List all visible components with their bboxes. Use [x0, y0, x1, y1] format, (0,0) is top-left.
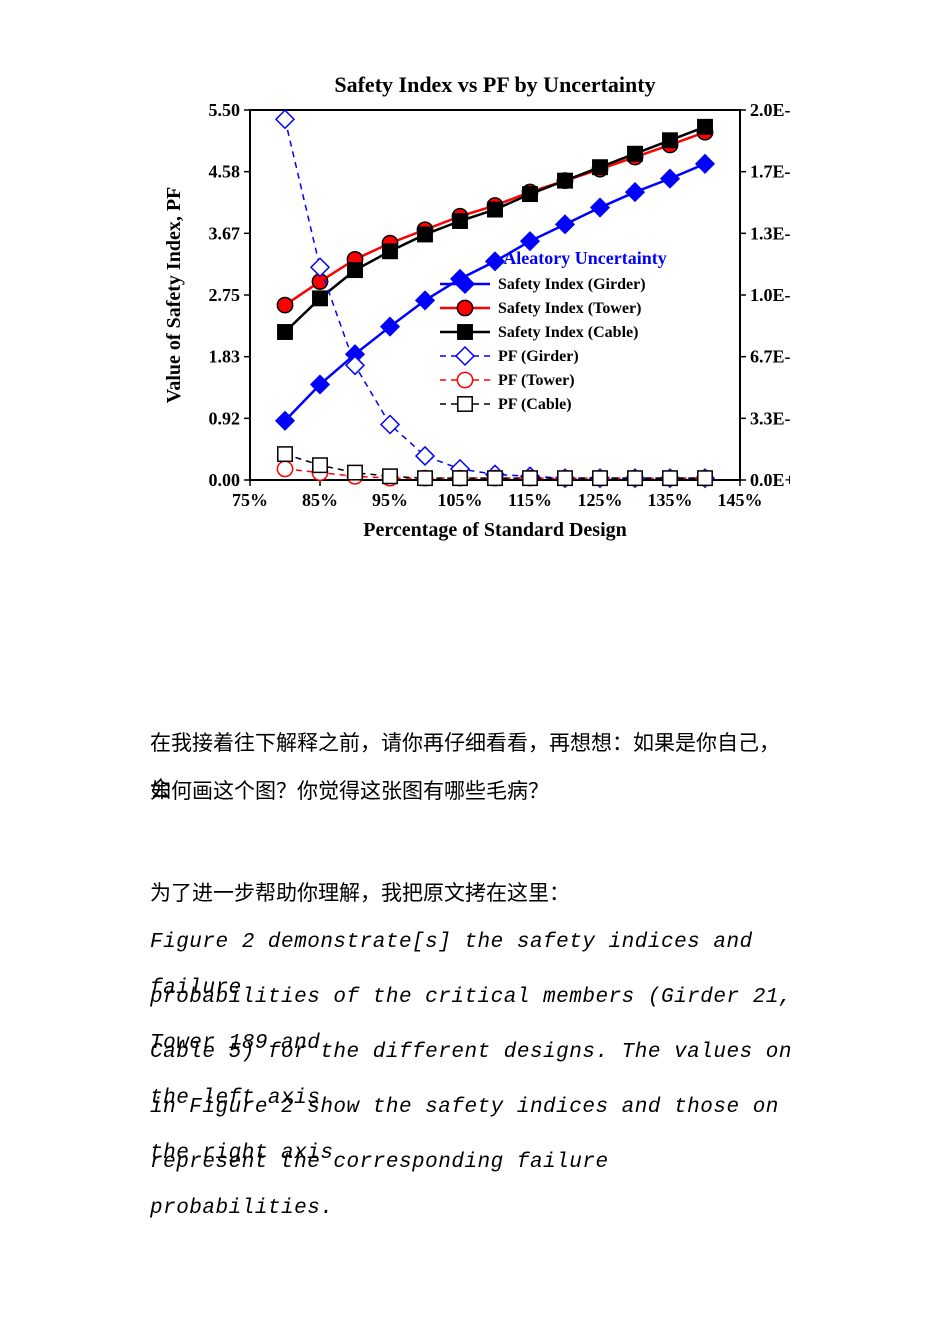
svg-text:PF (Tower): PF (Tower): [498, 372, 575, 389]
svg-text:1.7E-1: 1.7E-1: [750, 162, 790, 182]
svg-text:PF (Girder): PF (Girder): [498, 348, 579, 365]
svg-text:Percentage of Standard Design: Percentage of Standard Design: [363, 519, 627, 541]
page: { "chart": { "type": "line-dual-axis", "…: [0, 0, 945, 1337]
svg-text:105%: 105%: [438, 490, 483, 510]
svg-text:6.7E-2: 6.7E-2: [750, 347, 790, 367]
svg-text:115%: 115%: [508, 490, 552, 510]
svg-text:85%: 85%: [302, 490, 338, 510]
svg-text:0.92: 0.92: [209, 408, 241, 428]
paragraph-1-line-2: 如何画这个图？你觉得这张图有哪些毛病？: [150, 768, 800, 814]
svg-text:0.00: 0.00: [209, 470, 241, 490]
svg-text:Safety Index vs PF by Uncertai: Safety Index vs PF by Uncertainty: [334, 72, 655, 97]
svg-text:PF (Cable): PF (Cable): [498, 396, 572, 413]
svg-text:5.50: 5.50: [209, 100, 241, 120]
svg-text:Aleatory Uncertainty: Aleatory Uncertainty: [503, 248, 666, 268]
paragraph-2: 为了进一步帮助你理解，我把原文拷在这里：: [150, 870, 800, 916]
svg-text:145%: 145%: [718, 490, 763, 510]
svg-text:3.67: 3.67: [209, 223, 241, 243]
svg-text:1.83: 1.83: [209, 347, 241, 367]
svg-text:Safety Index (Cable): Safety Index (Cable): [498, 324, 638, 341]
quote-line-5: represent the corresponding failure prob…: [150, 1140, 800, 1232]
svg-text:1.0E-1: 1.0E-1: [750, 285, 790, 305]
svg-text:125%: 125%: [578, 490, 623, 510]
safety-index-chart: Safety Index vs PF by Uncertainty 0.00 0.9…: [150, 60, 790, 560]
svg-text:4.58: 4.58: [209, 162, 241, 182]
svg-text:Safety Index (Girder): Safety Index (Girder): [498, 276, 646, 293]
svg-text:1.3E-1: 1.3E-1: [750, 223, 790, 243]
svg-text:2.75: 2.75: [209, 285, 241, 305]
svg-text:2.0E-1: 2.0E-1: [750, 100, 790, 120]
svg-text:135%: 135%: [648, 490, 693, 510]
svg-text:3.3E-2: 3.3E-2: [750, 408, 790, 428]
svg-text:Value of Safety Index, PF: Value of Safety Index, PF: [163, 187, 185, 403]
svg-text:Safety Index (Tower): Safety Index (Tower): [498, 300, 641, 317]
svg-text:75%: 75%: [232, 490, 268, 510]
svg-text:95%: 95%: [372, 490, 408, 510]
chart-container: Safety Index vs PF by Uncertainty 0.00 0.9…: [150, 60, 790, 565]
svg-text:0.0E+0: 0.0E+0: [750, 470, 790, 490]
